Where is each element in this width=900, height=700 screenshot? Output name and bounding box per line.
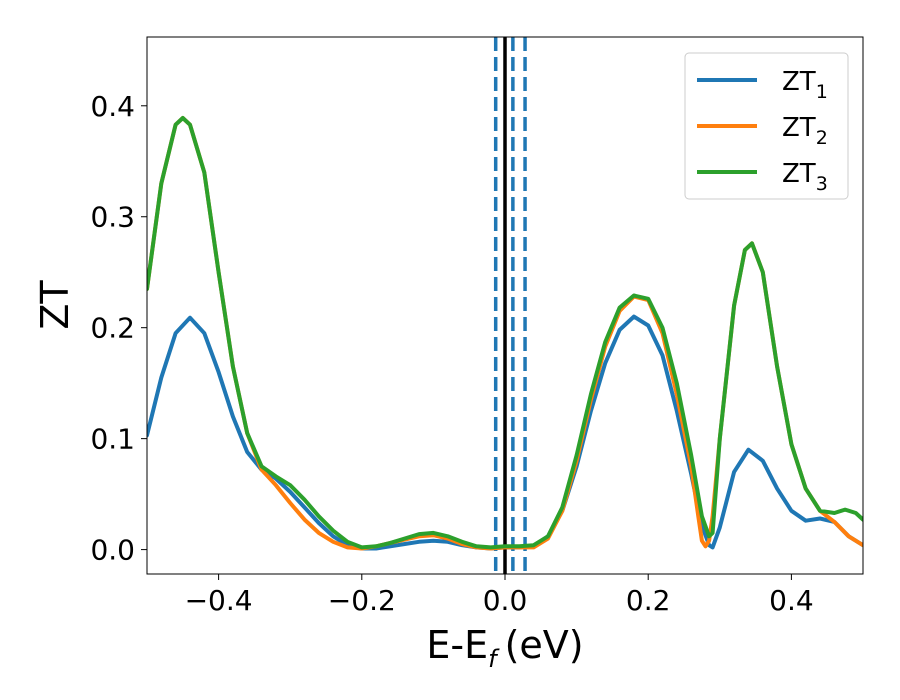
x-axis-label: E-Ef (eV) xyxy=(426,623,583,673)
legend-box xyxy=(684,52,849,200)
x-axis-label-subscript: f xyxy=(488,645,500,673)
y-tick-label: 0.0 xyxy=(90,534,135,567)
x-tick-label: 0.4 xyxy=(769,584,814,617)
x-axis-label-unit: (eV) xyxy=(505,623,584,667)
y-tick-label: 0.2 xyxy=(90,312,135,345)
y-tick-label: 0.3 xyxy=(90,201,135,234)
series-layer xyxy=(147,116,863,551)
y-tick-label: 0.1 xyxy=(90,423,135,456)
y-axis: 0.0 0.1 0.2 0.3 0.4 xyxy=(90,90,147,567)
x-axis: −0.4 −0.2 0.0 0.2 0.4 xyxy=(185,574,814,617)
x-axis-label-main: E-E xyxy=(426,623,488,667)
y-tick-label: 0.4 xyxy=(90,90,135,123)
series-line-3 xyxy=(147,116,863,550)
y-axis-label: ZT xyxy=(33,280,77,330)
x-tick-label: 0.2 xyxy=(626,584,671,617)
reference-lines xyxy=(493,37,527,574)
x-tick-label: 0.0 xyxy=(483,584,528,617)
x-tick-label: −0.4 xyxy=(185,584,253,617)
x-tick-label: −0.2 xyxy=(328,584,396,617)
